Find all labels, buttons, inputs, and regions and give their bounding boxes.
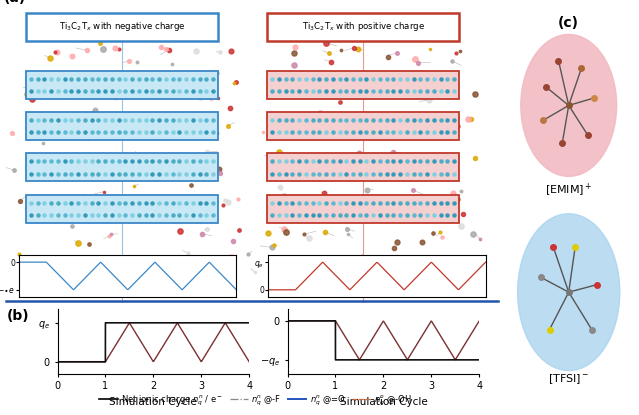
Text: (a): (a) [4,0,26,5]
Text: [EMIM]$^+$: [EMIM]$^+$ [545,182,592,199]
Bar [26,195,218,223]
Text: (c): (c) [558,16,579,30]
Ellipse shape [521,34,617,176]
Bar [267,112,459,140]
Bar [267,13,459,41]
Bar [26,112,218,140]
Text: [TFSI]$^-$: [TFSI]$^-$ [548,373,589,386]
Bar [267,195,459,223]
Bar [267,71,459,99]
Legend: Net ionic charge $n_q^n$ / e$^-$, $n_q^n$ @-F, $n_q^n$ @=O, $n_q^n$ @-OH: Net ionic charge $n_q^n$ / e$^-$, $n_q^n… [96,390,415,411]
X-axis label: Simulation Cycle: Simulation Cycle [339,397,427,407]
Text: (b): (b) [6,309,29,323]
Text: Ti$_3$C$_2$T$_x$ with negative charge: Ti$_3$C$_2$T$_x$ with negative charge [59,20,185,33]
Bar [26,13,218,41]
X-axis label: Simulation Cycle: Simulation Cycle [109,397,197,407]
Bar [267,154,459,181]
Text: Ti$_3$C$_2$T$_x$ with positive charge: Ti$_3$C$_2$T$_x$ with positive charge [302,20,424,33]
Bar [26,154,218,181]
Ellipse shape [518,214,620,371]
Bar [26,71,218,99]
